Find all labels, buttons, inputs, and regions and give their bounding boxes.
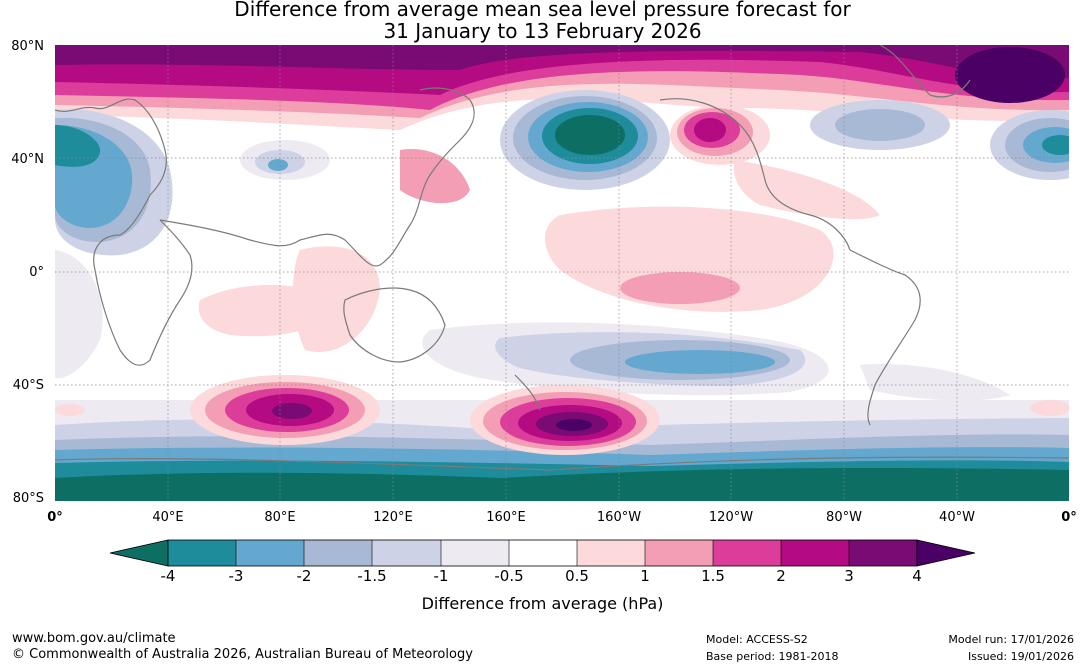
lon-label-120e: 120°E — [373, 510, 413, 525]
lon-label-160w: 160°W — [596, 510, 642, 525]
lon-label-40w: 40°W — [939, 510, 975, 525]
colorbar-tick: 3 — [844, 567, 854, 585]
coastlines — [55, 45, 1069, 471]
colorbar-swatch — [713, 540, 781, 566]
lon-label-120w: 120°W — [708, 510, 754, 525]
colorbar-swatch — [168, 540, 236, 566]
colorbar-tick: -1.5 — [357, 567, 387, 585]
tropical-positive-anomalies — [55, 149, 1069, 416]
north-america-coast — [659, 98, 851, 251]
north-pacific-low — [500, 90, 670, 190]
lon-label-0-left: 0° — [47, 510, 63, 525]
lat-label-40s: 40°S — [12, 378, 44, 393]
colorbar-tick: 1.5 — [701, 567, 725, 585]
colorbar-swatch — [849, 540, 917, 566]
new-zealand-coast — [514, 374, 541, 411]
gridlines — [55, 45, 1069, 501]
colorbar-swatch — [372, 540, 441, 566]
colorbar-tick: -3 — [228, 567, 244, 585]
south-pacific-low — [422, 322, 1010, 401]
map-field — [55, 45, 1069, 501]
footer-base-period: Base period: 1981-2018 — [706, 650, 839, 663]
colorbar-tick: -0.5 — [494, 567, 524, 585]
colorbar-extend-low — [109, 539, 169, 567]
northeast-pacific-high — [670, 105, 770, 165]
lon-label-40e: 40°E — [152, 510, 184, 525]
colorbar-tick: -2 — [296, 567, 312, 585]
antarctica-coast — [55, 456, 1069, 471]
chart-title-line-1: Difference from average mean sea level p… — [234, 0, 851, 21]
colorbar-swatch — [577, 540, 645, 566]
colorbar-swatch — [236, 540, 304, 566]
arctic-high-band — [55, 45, 1069, 130]
lon-label-80w: 80°W — [826, 510, 862, 525]
lon-label-160e: 160°E — [486, 510, 526, 525]
lat-label-0: 0° — [29, 265, 44, 280]
colorbar-swatch — [645, 540, 713, 566]
north-atlantic-low — [810, 100, 1069, 180]
colorbar-tick: 0.5 — [565, 567, 589, 585]
colorbar-tick: 2 — [776, 567, 786, 585]
colorbar-swatch — [304, 540, 372, 566]
colorbar-tick: 1 — [640, 567, 650, 585]
africa-europe-coast — [55, 98, 193, 366]
central-asia-low — [240, 140, 330, 180]
colorbar — [109, 539, 976, 567]
australia-coast — [343, 287, 446, 363]
colorbar-tick: 4 — [912, 567, 922, 585]
lat-label-80n: 80°N — [11, 39, 44, 54]
colorbar-swatch — [441, 540, 509, 566]
colorbar-label: Difference from average (hPa) — [421, 594, 664, 613]
colorbar-extend-high — [916, 539, 976, 567]
footer-model: Model: ACCESS-S2 — [706, 633, 808, 646]
lat-label-80s: 80°S — [12, 491, 44, 506]
chart-title-line-2: 31 January to 13 February 2026 — [383, 19, 702, 43]
colorbar-swatch — [509, 540, 577, 566]
colorbar-tick: -1 — [433, 567, 449, 585]
south-america-coast — [849, 249, 921, 426]
footer-copyright: © Commonwealth of Australia 2026, Austra… — [12, 647, 473, 662]
colorbar-tick: -4 — [160, 567, 176, 585]
footer-url[interactable]: www.bom.gov.au/climate — [12, 631, 176, 646]
south-pacific-high — [470, 385, 660, 455]
footer-model-run: Model run: 17/01/2026 — [948, 633, 1074, 646]
europe-low — [55, 109, 173, 379]
colorbar-swatch — [781, 540, 849, 566]
lon-label-80e: 80°E — [264, 510, 296, 525]
asia-coast — [159, 87, 475, 267]
lat-label-40n: 40°N — [11, 152, 44, 167]
south-indian-ocean-high — [190, 375, 380, 445]
footer-issued: Issued: 19/01/2026 — [967, 650, 1074, 663]
greenland-coast — [879, 45, 971, 98]
lon-label-0-right: 0° — [1061, 510, 1077, 525]
